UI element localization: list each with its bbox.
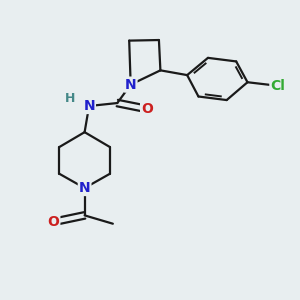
- Text: N: N: [83, 99, 95, 113]
- Text: O: O: [141, 102, 153, 116]
- Text: N: N: [125, 78, 136, 92]
- Text: H: H: [64, 92, 75, 105]
- Text: N: N: [79, 181, 90, 195]
- Text: Cl: Cl: [270, 79, 285, 93]
- Text: O: O: [47, 215, 59, 229]
